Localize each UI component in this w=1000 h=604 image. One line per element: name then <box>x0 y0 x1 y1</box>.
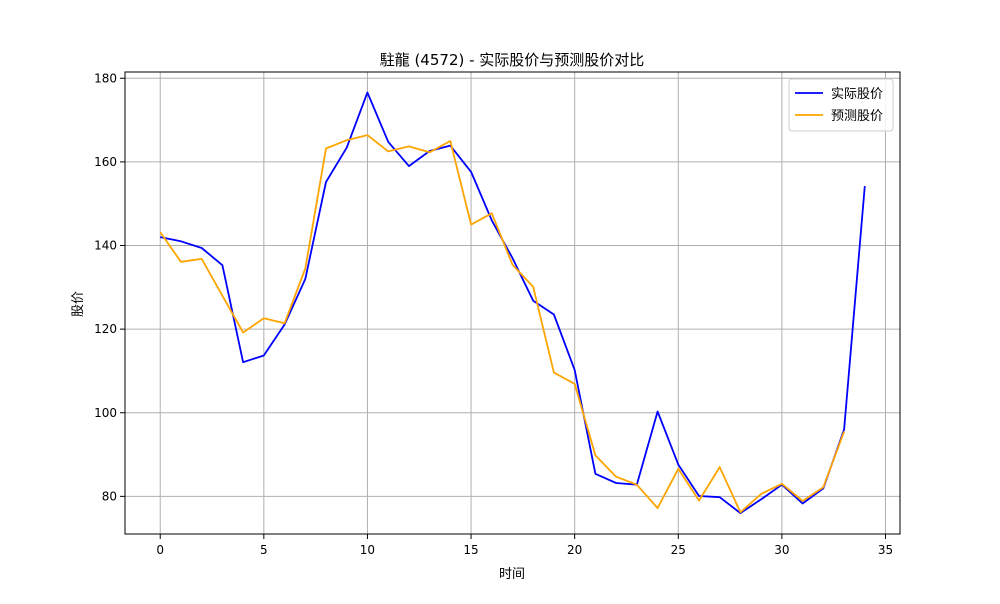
series-lines <box>159 91 866 514</box>
series-line-actual <box>160 91 866 514</box>
chart-title: 駐龍 (4572) - 实际股价与预测股价对比 <box>380 51 645 69</box>
plot-frame <box>124 71 901 535</box>
series-line-predicted <box>159 134 845 514</box>
legend-box <box>788 78 894 132</box>
x-tick-label: 20 <box>567 543 582 557</box>
x-axis-label: 时间 <box>499 567 525 582</box>
x-axis-ticks: 0 5 10 15 20 25 30 35 <box>156 534 893 557</box>
y-tick-label: 80 <box>102 489 117 503</box>
x-tick-label: 35 <box>878 543 893 557</box>
x-tick-label: 0 <box>156 543 164 557</box>
y-axis-ticks: 80 100 120 140 160 180 <box>94 71 125 503</box>
x-tick-label: 25 <box>671 543 686 557</box>
x-tick-label: 5 <box>260 543 268 557</box>
y-tick-label: 180 <box>94 71 117 85</box>
y-tick-label: 160 <box>94 155 117 169</box>
y-tick-label: 140 <box>94 239 117 253</box>
grid-lines <box>125 72 900 534</box>
y-axis-label: 股价 <box>71 291 86 317</box>
x-tick-label: 10 <box>360 543 375 557</box>
legend-label: 预测股价 <box>831 109 883 124</box>
legend-label: 实际股价 <box>831 87 883 102</box>
x-tick-label: 15 <box>463 543 478 557</box>
x-tick-label: 30 <box>774 543 789 557</box>
y-tick-label: 100 <box>94 406 117 420</box>
y-tick-label: 120 <box>94 322 117 336</box>
